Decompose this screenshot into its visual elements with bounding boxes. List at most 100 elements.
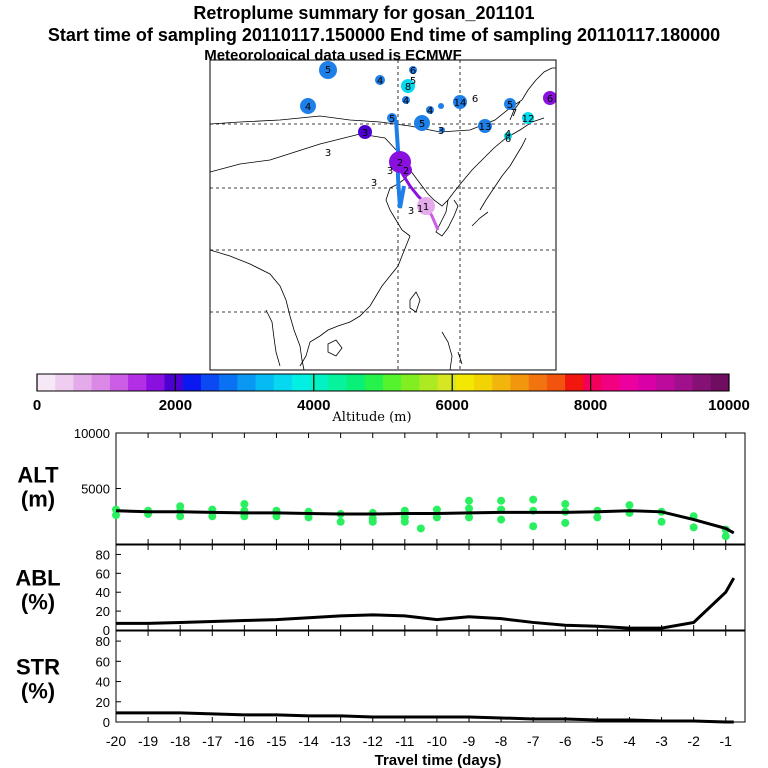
coastline-philippines (441, 331, 463, 370)
y-tick-label: 40 (96, 675, 110, 690)
altitude-point (593, 513, 602, 522)
coastline-taiwan (409, 291, 421, 313)
panel-alt: ALT(m) 5000 10000 (17, 426, 746, 545)
colorbar-swatch (419, 374, 439, 391)
colorbar-swatch (437, 374, 457, 391)
colorbar-swatch (37, 374, 56, 391)
plume-cluster (358, 125, 372, 139)
colorbar-swatch (710, 374, 730, 391)
x-tick-label: -16 (234, 733, 254, 749)
x-tick-label: -5 (591, 733, 604, 749)
coastline-bohai (409, 117, 545, 207)
colorbar-swatch (109, 374, 129, 391)
plume-cluster (504, 132, 512, 140)
colorbar-swatch (656, 374, 675, 391)
altitude-point (561, 518, 570, 527)
plume-cluster (438, 103, 444, 109)
y-tick-label: 80 (96, 547, 110, 562)
plume-cluster (414, 115, 430, 131)
altitude-point (465, 496, 474, 505)
plume-label: 5 (389, 114, 395, 125)
altitude-point (432, 513, 441, 522)
map-frame (209, 59, 557, 371)
coastline-hainan (327, 339, 343, 357)
x-tick-label: -2 (687, 733, 700, 749)
colorbar-swatch (565, 374, 584, 391)
y-tick-label: 60 (96, 654, 110, 669)
x-tick-label: -20 (106, 733, 126, 749)
colorbar-swatch (619, 374, 639, 391)
plume-cluster (426, 106, 434, 114)
plume-label: 8 (405, 82, 411, 93)
plume-label: 6 (410, 66, 416, 77)
altitude-point (176, 512, 185, 521)
y-tick-label: 0 (103, 623, 110, 638)
colorbar-swatch (637, 374, 657, 391)
x-tick-label: -6 (559, 733, 572, 749)
x-tick-label: -13 (331, 733, 351, 749)
plume-label: 3 (387, 166, 393, 177)
panel-ylabel: STR (16, 655, 60, 680)
plume-label: 3 (362, 128, 368, 139)
x-tick-label: -10 (427, 733, 447, 749)
altitude-point (112, 511, 120, 520)
colorbar-tick-label: 10000 (708, 397, 750, 414)
colorbar-swatch (273, 374, 293, 391)
altitude-point (465, 513, 474, 522)
plume-cluster (387, 113, 397, 123)
plume-cluster (401, 79, 415, 93)
coastline-china-east (309, 235, 411, 343)
colorbar-tick-label: 4000 (297, 397, 330, 414)
altitude-point (240, 500, 249, 509)
altitude-point (625, 501, 634, 510)
colorbar-swatch (164, 374, 184, 391)
colorbar-swatch (200, 374, 220, 391)
colorbar-swatch (219, 374, 238, 391)
x-tick-label: -14 (298, 733, 318, 749)
x-tick-label: -17 (202, 733, 222, 749)
coastline-north-border (210, 67, 556, 133)
altitude-point (689, 523, 698, 532)
panel-ylabel: (m) (21, 487, 55, 512)
plume-label: 12 (522, 114, 535, 125)
plume-cluster (504, 98, 516, 110)
colorbar-swatch (601, 374, 621, 391)
plume-label: 7 (511, 108, 517, 119)
colorbar-swatch (364, 374, 384, 391)
panel-abl: ABL(%) 0 20 40 60 80 (15, 544, 746, 638)
colorbar-swatch (455, 374, 475, 391)
colorbar-swatch (583, 374, 602, 391)
altitude-point (400, 517, 409, 526)
colorbar-swatch (55, 374, 74, 391)
colorbar-swatch (383, 374, 402, 391)
trajectory-segment-blue (394, 119, 406, 209)
coastline-japan (471, 101, 527, 227)
altitude-point (465, 504, 474, 513)
colorbar-tick-label: 0 (33, 397, 41, 414)
altitude-point (368, 517, 377, 526)
y-tick-label: 60 (96, 566, 110, 581)
panel-ylabel: (%) (21, 679, 55, 704)
plume-cluster (400, 164, 412, 176)
x-tick-label: -18 (170, 733, 190, 749)
colorbar-tick-label: 2000 (159, 397, 192, 414)
x-tick-label: -4 (623, 733, 636, 749)
colorbar-swatch (492, 374, 511, 391)
plume-label: 13 (479, 122, 492, 133)
altitude-point (432, 505, 441, 514)
colorbar-swatch (528, 374, 548, 391)
colorbar-swatch (346, 374, 366, 391)
plume-label: 14 (454, 98, 467, 109)
colorbar-swatch (291, 374, 311, 391)
panel-ylabel: (%) (21, 590, 55, 615)
altitude-median-line (115, 509, 735, 535)
colorbar-swatch (255, 374, 275, 391)
plume-label: 1 (423, 202, 429, 213)
colorbar-swatch (328, 374, 347, 391)
colorbar-swatch (674, 374, 693, 391)
plume-cluster (409, 66, 417, 74)
